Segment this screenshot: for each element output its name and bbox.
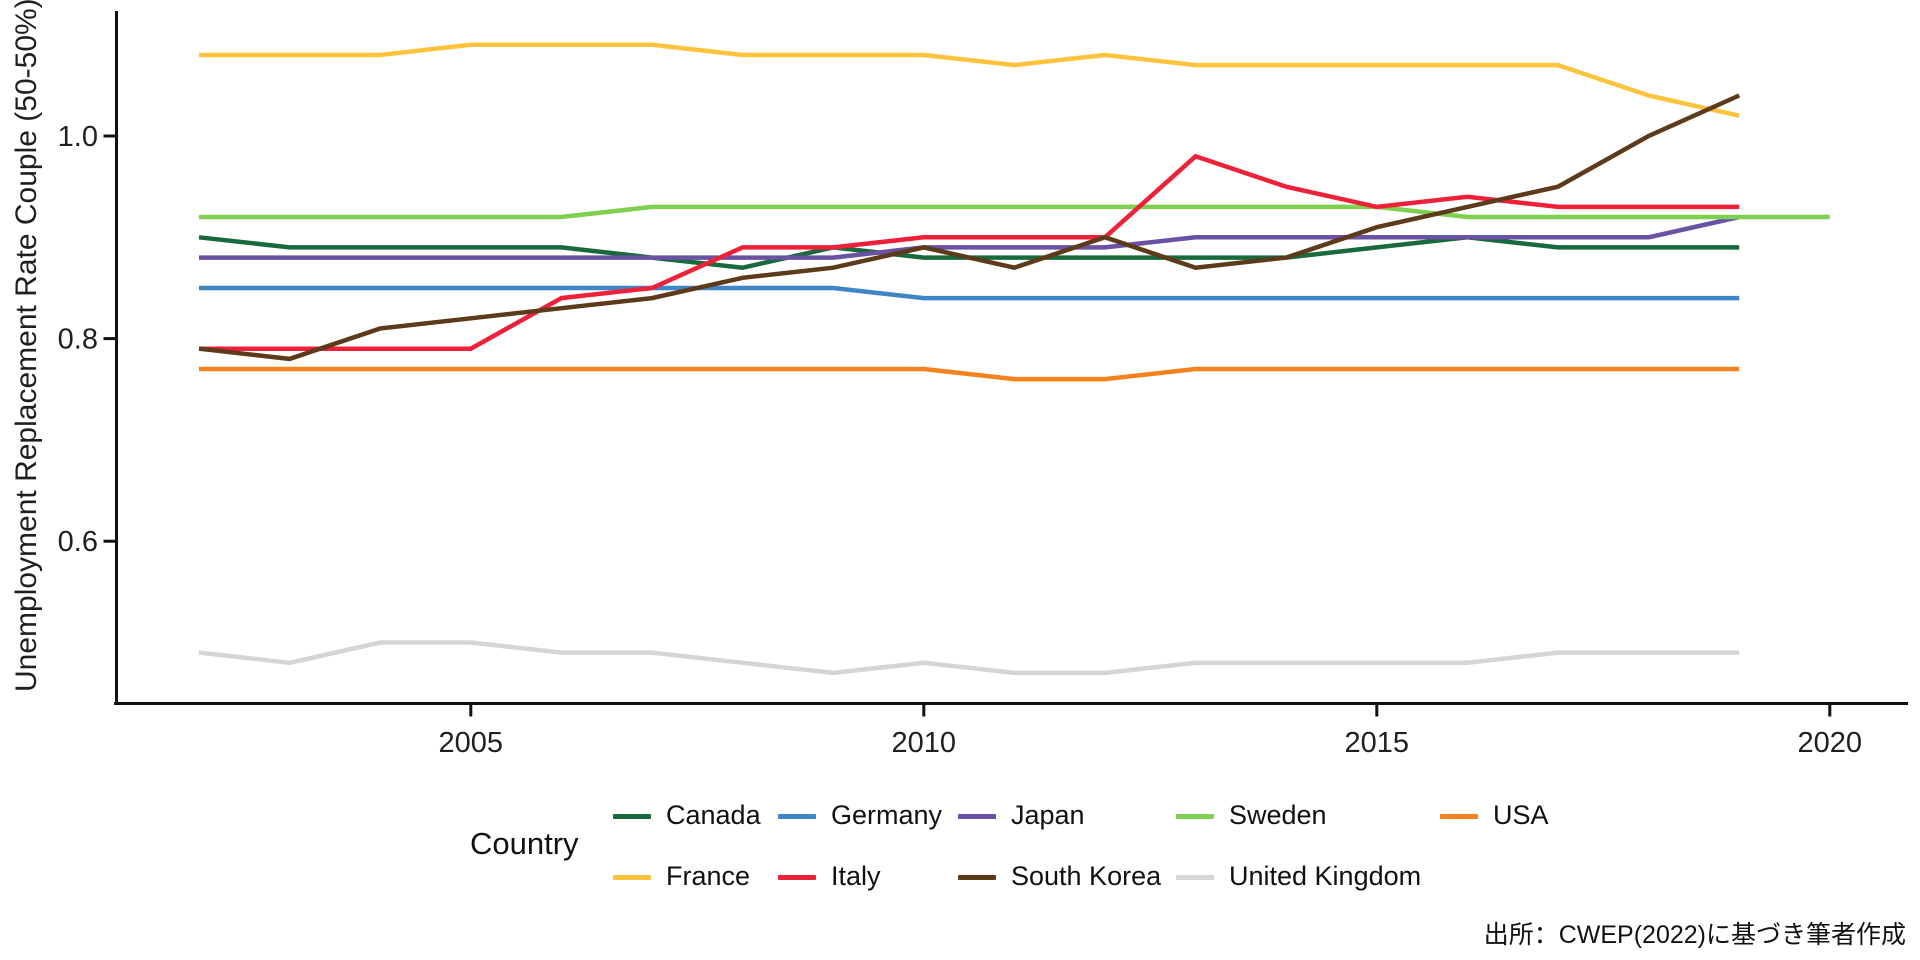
legend-label: USA xyxy=(1493,800,1549,830)
legend-item-canada: Canada xyxy=(613,798,761,832)
legend-item-united-kingdom: United Kingdom xyxy=(1176,859,1421,893)
y-tick-label: 0.6 xyxy=(58,526,98,558)
legend-swatch xyxy=(778,875,816,881)
line-canada xyxy=(198,235,1740,270)
legend-item-sweden: Sweden xyxy=(1176,798,1327,832)
legend-swatch xyxy=(1440,814,1478,820)
legend-item-south-korea: South Korea xyxy=(958,859,1161,893)
x-tick-label: 2015 xyxy=(1345,727,1410,759)
legend-label: Japan xyxy=(1011,800,1085,830)
legend-title: Country xyxy=(470,826,579,861)
axis-layer: 1.0 0.8 0.6 2005 2010 2015 2020 xyxy=(58,11,1908,759)
legend-swatch xyxy=(613,814,651,820)
legend-swatch xyxy=(778,814,816,820)
series-layer xyxy=(198,42,1830,676)
legend-label: South Korea xyxy=(1011,861,1162,891)
legend-item-japan: Japan xyxy=(958,798,1085,832)
legend-item-france: France xyxy=(613,859,750,893)
legend-swatch xyxy=(958,875,996,881)
legend-label: Sweden xyxy=(1229,800,1327,830)
legend-item-germany: Germany xyxy=(778,798,942,832)
legend-label: Germany xyxy=(831,800,943,830)
legend-swatch xyxy=(613,875,651,881)
y-tick-label: 1.0 xyxy=(58,121,98,153)
y-tick-label: 0.8 xyxy=(58,324,98,356)
legend-swatch xyxy=(1176,875,1214,881)
legend-item-usa: USA xyxy=(1440,798,1549,832)
legend-label: United Kingdom xyxy=(1229,861,1422,891)
x-tick-label: 2010 xyxy=(892,727,957,759)
line-south-korea xyxy=(198,93,1741,362)
x-tick-label: 2005 xyxy=(439,727,504,759)
legend-label: Italy xyxy=(831,861,881,891)
line-sweden xyxy=(199,204,1830,220)
legend-label: France xyxy=(666,861,751,891)
line-france xyxy=(199,42,1740,118)
line-united-kingdom xyxy=(198,640,1740,676)
line-italy xyxy=(199,153,1740,351)
line-germany xyxy=(199,285,1740,301)
legend-item-italy: Italy xyxy=(778,859,881,893)
legend-swatch xyxy=(958,814,996,820)
line-usa xyxy=(199,366,1740,382)
y-axis-title: Unemployment Replacement Rate Couple (50… xyxy=(10,0,43,692)
legend-label: Canada xyxy=(666,800,761,830)
x-tick-label: 2020 xyxy=(1798,727,1863,759)
line-japan xyxy=(199,214,1740,260)
source-note: 出所：CWEP(2022)に基づき筆者作成 xyxy=(1483,921,1906,949)
legend-swatch xyxy=(1176,814,1214,820)
